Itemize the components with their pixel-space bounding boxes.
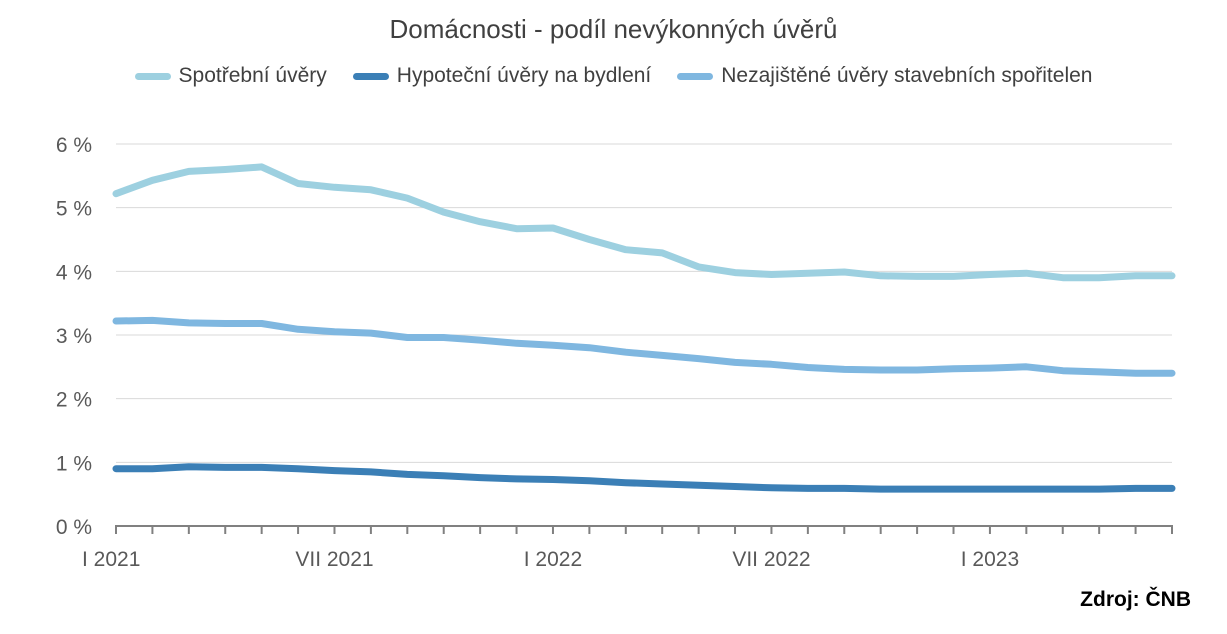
chart-title: Domácnosti - podíl nevýkonných úvěrů: [389, 14, 838, 44]
legend-swatch-mortgage: [352, 72, 389, 80]
legend-item-consumer: Spotřební úvěry: [134, 64, 327, 88]
x-tick-label: VII 2021: [295, 548, 373, 571]
series-line-2: [112, 463, 1176, 493]
legend-item-mortgage: Hypoteční úvěry na bydlení: [352, 64, 652, 88]
x-tick-label: I 2022: [524, 548, 582, 571]
x-tick-label: I 2021: [82, 548, 140, 571]
legend-label-mortgage: Hypoteční úvěry na bydlení: [396, 64, 652, 87]
y-tick-label: 4 %: [56, 261, 92, 284]
y-tick-label: 5 %: [56, 198, 92, 221]
y-tick-label: 1 %: [56, 452, 92, 475]
legend-swatch-consumer: [134, 72, 171, 80]
y-tick-label: 2 %: [56, 389, 92, 412]
legend-item-building-savings: Nezajištěné úvěry stavebních spořitelen: [677, 64, 1092, 88]
y-tick-label: 0 %: [56, 516, 92, 539]
legend-label-consumer: Spotřební úvěry: [178, 64, 327, 87]
y-tick-label: 3 %: [56, 325, 92, 348]
x-tick-label: I 2023: [961, 548, 1019, 571]
legend-label-building-savings: Nezajištěné úvěry stavebních spořitelen: [721, 64, 1093, 87]
y-tick-label: 6 %: [56, 134, 92, 157]
legend: Spotřební úvěry Hypoteční úvěry na bydle…: [0, 64, 1227, 88]
series-line-3: [112, 316, 1176, 377]
source-note: Zdroj: ČNB: [1080, 588, 1191, 611]
x-tick-label: VII 2022: [732, 548, 810, 571]
legend-swatch-building-savings: [677, 72, 714, 80]
series-line-1: [112, 163, 1176, 282]
